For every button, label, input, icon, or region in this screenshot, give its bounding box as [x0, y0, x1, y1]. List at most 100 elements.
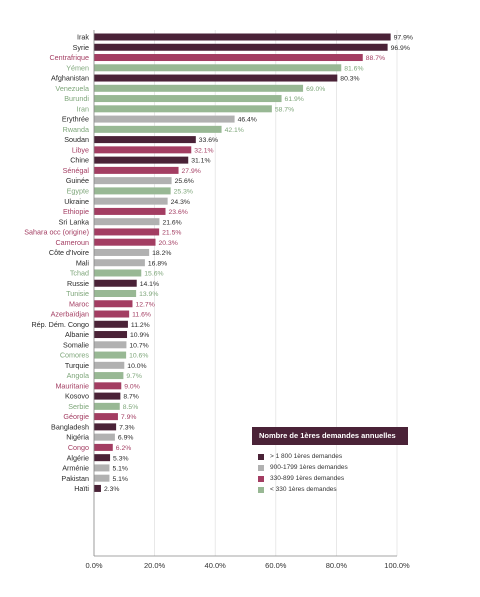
legend-item-g2: 900-1799 1ères demandes	[258, 462, 348, 473]
legend-label: < 330 1ères demandes	[270, 486, 337, 493]
category-label: Angola	[67, 371, 89, 380]
category-label: Guinée	[66, 176, 89, 185]
bar	[94, 423, 117, 431]
value-label: 6.2%	[116, 445, 132, 452]
bar	[94, 331, 128, 339]
category-label: Mauritanie	[55, 381, 89, 390]
category-label: Géorgie	[63, 412, 89, 421]
category-label: Mali	[76, 258, 90, 267]
category-label: Yémen	[66, 63, 89, 72]
value-label: 16.8%	[148, 260, 167, 267]
value-label: 6.9%	[118, 435, 134, 442]
value-label: 96.9%	[391, 45, 410, 52]
legend-title: Nombre de 1ères demandes annuelles	[252, 427, 408, 445]
category-label: Libye	[72, 145, 89, 154]
category-label: Irak	[77, 33, 89, 42]
value-label: 5.1%	[112, 466, 128, 473]
bar	[94, 54, 363, 62]
category-label: Afghanistan	[51, 74, 89, 83]
bar	[94, 95, 282, 103]
bar	[94, 372, 124, 380]
category-label: Rép. Dém. Congo	[31, 320, 89, 329]
x-tick-label: 20.0%	[144, 561, 166, 570]
value-label: 13.9%	[139, 291, 158, 298]
legend-swatch	[258, 453, 264, 460]
bar	[94, 146, 192, 154]
bar	[94, 454, 111, 462]
value-label: 11.2%	[131, 322, 150, 329]
bar	[94, 166, 179, 174]
value-label: 12.7%	[135, 301, 154, 308]
x-tick-label: 80.0%	[326, 561, 348, 570]
bar	[94, 300, 133, 308]
category-label: Bangladesh	[51, 422, 89, 431]
bar	[94, 187, 171, 195]
legend-item-g4: < 330 1ères demandes	[258, 484, 348, 495]
bar	[94, 259, 145, 267]
bar	[94, 115, 235, 123]
bar	[94, 464, 110, 472]
category-label: Comores	[60, 351, 90, 360]
bar	[94, 218, 160, 226]
legend: > 1 800 1ères demandes 900-1799 1ères de…	[258, 451, 348, 495]
value-label: 32.1%	[194, 147, 213, 154]
legend-swatch	[258, 486, 264, 493]
value-label: 27.9%	[182, 168, 201, 175]
category-label: Burundi	[64, 94, 89, 103]
bar	[94, 156, 189, 164]
category-label: Pakistan	[61, 474, 89, 483]
bar	[94, 248, 150, 256]
value-label: 11.6%	[132, 312, 151, 319]
bar	[94, 433, 115, 441]
x-tick-label: 0.0%	[85, 561, 102, 570]
bar	[94, 382, 122, 390]
category-label: Venezuela	[55, 84, 89, 93]
value-label: 46.4%	[238, 117, 257, 124]
value-label: 20.3%	[159, 240, 178, 247]
value-label: 97.9%	[394, 35, 413, 42]
value-label: 7.3%	[119, 424, 135, 431]
category-label: Congo	[68, 443, 89, 452]
x-tick-label: 60.0%	[265, 561, 287, 570]
value-label: 42.1%	[225, 127, 244, 134]
value-label: 21.5%	[162, 230, 181, 237]
category-label: Azerbaïdjan	[51, 310, 89, 319]
bar	[94, 197, 168, 205]
legend-swatch	[258, 475, 264, 482]
value-label: 15.6%	[144, 271, 163, 278]
category-label: Centrafrique	[49, 53, 89, 62]
legend-label: > 1 800 1ères demandes	[270, 453, 343, 460]
value-label: 81.6%	[344, 65, 363, 72]
bar	[94, 84, 304, 92]
category-label: Russie	[67, 279, 89, 288]
value-label: 61.9%	[285, 96, 304, 103]
category-label: Turquie	[65, 361, 89, 370]
legend-item-g3: 330-899 1ères demandes	[258, 473, 348, 484]
legend-label: 900-1799 1ères demandes	[270, 464, 348, 471]
bar	[94, 228, 160, 236]
value-label: 18.2%	[152, 250, 171, 257]
value-label: 10.6%	[129, 353, 148, 360]
category-label: Sénégal	[63, 166, 90, 175]
legend-swatch	[258, 464, 264, 471]
value-label: 58.7%	[275, 106, 294, 113]
category-label: Rwanda	[63, 125, 89, 134]
bar	[94, 474, 110, 482]
bar	[94, 43, 388, 51]
category-label: Syrie	[73, 43, 89, 52]
category-label: Haïti	[74, 484, 89, 493]
category-label: Chine	[70, 156, 89, 165]
bar	[94, 105, 272, 113]
value-label: 80.3%	[340, 76, 359, 83]
bar	[94, 207, 166, 215]
category-label: Maroc	[69, 299, 89, 308]
value-label: 88.7%	[366, 55, 385, 62]
value-label: 24.3%	[171, 199, 190, 206]
category-label: Soudan	[64, 135, 89, 144]
value-label: 14.1%	[140, 281, 159, 288]
bar	[94, 125, 222, 133]
x-tick-label: 40.0%	[205, 561, 227, 570]
category-label: Sri Lanka	[59, 217, 89, 226]
category-label: Ukraine	[64, 197, 89, 206]
